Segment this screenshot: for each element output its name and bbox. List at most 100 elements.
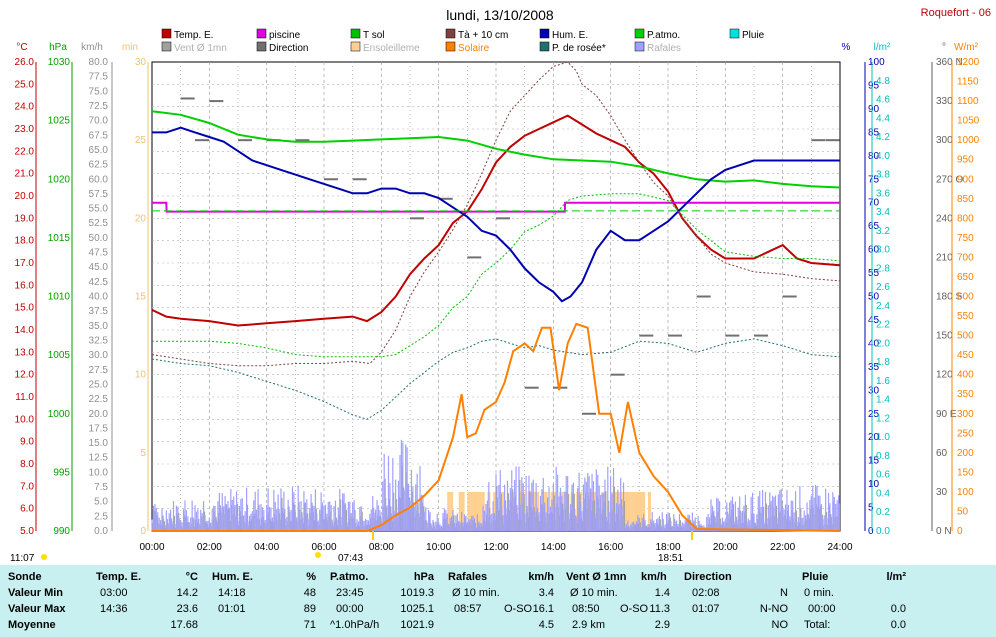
axis-tick-rain: 1.2	[876, 413, 890, 424]
axis-tick-temp: 19.0	[15, 213, 35, 224]
sunshine-bar	[475, 491, 479, 531]
axis-tick-wind: 80.0	[89, 57, 109, 68]
station-name: Roquefort - 06	[921, 7, 991, 19]
axis-tick-pressure: 995	[53, 467, 70, 478]
axis-tick-direction: 0 N	[936, 526, 952, 537]
axis-tick-rain: 2.6	[876, 282, 890, 293]
x-tick: 12:00	[483, 542, 508, 553]
sunshine-bar	[642, 491, 646, 531]
axis-tick-wind: 32.5	[89, 335, 109, 346]
axis-tick-pressure: 1000	[48, 409, 71, 420]
axis-tick-temp: 10.0	[15, 414, 35, 425]
axis-tick-solar: 850	[957, 194, 974, 205]
chart-title: lundi, 13/10/2008	[446, 7, 554, 23]
axis-tick-wind: 42.5	[89, 277, 109, 288]
axis-tick-solar: 450	[957, 350, 974, 361]
sunshine-bar	[458, 491, 462, 531]
axis-tick-rain: 1.0	[876, 432, 890, 443]
axis-tick-solar: 900	[957, 174, 974, 185]
sun-moon-markers: 11:07 07:43 18:51	[10, 531, 693, 564]
stats-max-wind: 11.3	[649, 603, 670, 615]
sunshine-bar	[625, 491, 628, 531]
x-tick: 10:00	[426, 542, 451, 553]
axis-tick-rain: 4.6	[876, 95, 890, 106]
x-tick: 20:00	[713, 542, 738, 553]
stats-max-dir: N-NO	[759, 603, 788, 615]
x-tick: 18:00	[655, 542, 680, 553]
axis-tick-temp: 7.0	[20, 481, 34, 492]
stats-min-hum-time: 14:18	[218, 587, 246, 599]
axis-tick-temp: 17.0	[15, 258, 35, 269]
stats-header-rain: Pluie	[802, 571, 829, 583]
x-tick: 22:00	[770, 542, 795, 553]
legend-swatch	[539, 41, 550, 52]
axis-tick-direction: 300	[936, 135, 953, 146]
legend-label: Rafales	[647, 43, 681, 54]
legend-swatch	[445, 41, 456, 52]
stats-max-hum-time: 01:01	[218, 603, 246, 615]
axis-tick-solar: 1000	[957, 135, 980, 146]
sunshine-bar	[470, 491, 474, 531]
axis-tick-wind: 50.0	[89, 233, 109, 244]
axis-tick-solar: 150	[957, 467, 974, 478]
axis-unit-wind: km/h	[81, 42, 103, 53]
axis-tick-rain: 2.8	[876, 263, 890, 274]
axis-tick-temp: 24.0	[15, 102, 35, 113]
axis-tick-pressure: 1030	[48, 57, 71, 68]
axis-unit-temp: °C	[16, 42, 27, 53]
stats-max-gust: 16.1	[532, 603, 554, 615]
axis-tick-solar: 1150	[957, 77, 979, 88]
legend-swatch	[161, 28, 172, 39]
stats-min-wind-time: Ø 10 min.	[570, 587, 618, 599]
legend-label: Temp. E.	[174, 30, 213, 41]
axis-tick-direction: 60	[936, 448, 948, 459]
stats-min-temp-time: 03:00	[100, 587, 128, 599]
stats-avg-temp: 17.68	[170, 619, 198, 631]
axis-tick-pressure: 1025	[48, 116, 71, 127]
stats-header-wind: Vent Ø 1mn	[566, 571, 627, 583]
sunshine-bar	[627, 491, 631, 531]
axis-tick-wind: 0.0	[94, 526, 108, 537]
axis-tick-solar: 100	[957, 487, 974, 498]
series-temp-e-	[151, 114, 841, 327]
axis-tick-rain: 2.0	[876, 338, 890, 349]
sunshine-bar	[478, 491, 482, 531]
legend-swatch	[634, 28, 645, 39]
axis-tick-solar: 500	[957, 331, 974, 342]
weather-chart: lundi, 13/10/2008 Roquefort - 06 Temp. E…	[10, 7, 991, 564]
axis-tick-direction: 360 N	[936, 57, 963, 68]
x-tick: 24:00	[827, 542, 852, 553]
axis-tick-temp: 6.0	[20, 504, 34, 515]
axis-tick-wind: 60.0	[89, 174, 109, 185]
axis-tick-solar: 50	[957, 506, 969, 517]
axis-tick-humidity: 30	[868, 385, 880, 396]
axis-tick-humidity: 75	[868, 174, 880, 185]
stats-label-avg: Moyenne	[8, 619, 56, 631]
axis-tick-wind: 25.0	[89, 379, 109, 390]
stats-avg-wind-dist: 2.9 km	[572, 619, 606, 631]
legend-label: T sol	[363, 30, 385, 41]
axis-tick-solar: 700	[957, 252, 974, 263]
axis-tick-humidity: 45	[868, 315, 880, 326]
axis-unit-pressure: hPa	[49, 42, 67, 53]
stats-max-wind-dir: O-SO	[620, 603, 649, 615]
axis-tick-direction: 330	[936, 96, 953, 107]
axis-tick-temp: 9.0	[20, 437, 34, 448]
stats-max-hum: 89	[303, 603, 316, 615]
stats-label-min: Valeur Min	[8, 587, 64, 599]
axis-tick-wind: 20.0	[89, 409, 109, 420]
stats-header-temp: Temp. E.	[96, 571, 142, 583]
axis-tick-humidity: 0	[868, 526, 874, 537]
axis-tick-humidity: 5	[868, 503, 874, 514]
stats-max-pres: 1025.1	[400, 603, 434, 615]
sunshine-bar	[450, 491, 454, 531]
stats-max-gust-dir: O-SO	[504, 603, 533, 615]
axis-tick-humidity: 65	[868, 221, 880, 232]
legend-label: Solaire	[458, 43, 490, 54]
axis-tick-solar: 750	[957, 233, 974, 244]
axis-tick-sunshine: 25	[135, 135, 147, 146]
legend-swatch	[350, 28, 361, 39]
stats-header-hum: Hum. E.	[212, 571, 253, 583]
axis-tick-wind: 5.0	[94, 497, 108, 508]
axis-tick-rain: 0.2	[876, 507, 890, 518]
